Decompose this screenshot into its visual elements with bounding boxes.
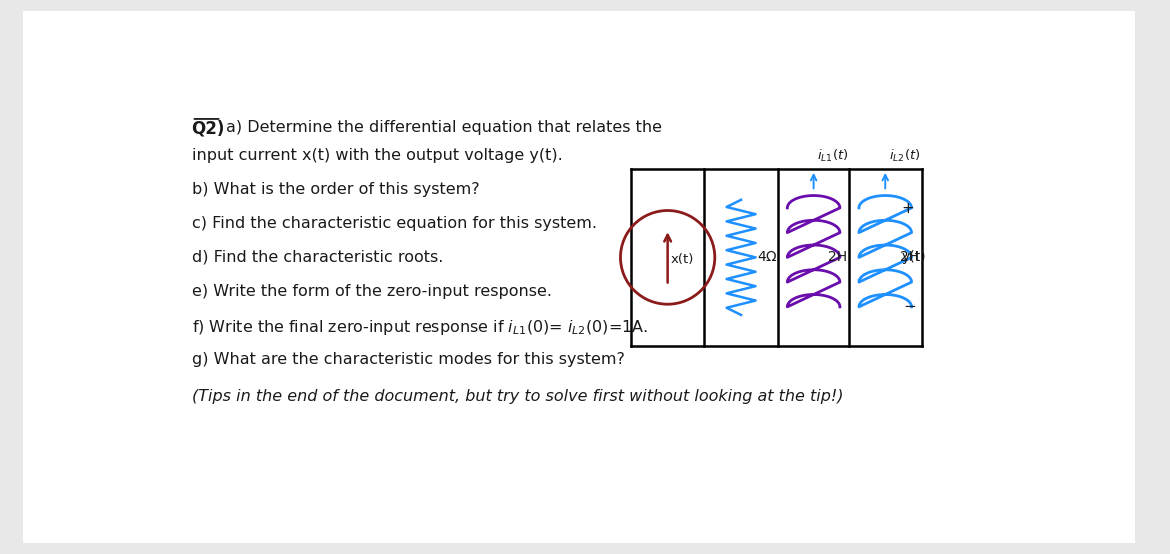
Text: $i_{L2}(t)$: $i_{L2}(t)$ [889, 147, 921, 163]
Text: f) Write the final zero-input response if $i_{L1}$(0)= $i_{L2}$(0)=1A.: f) Write the final zero-input response i… [192, 318, 648, 337]
Text: 4$\Omega$: 4$\Omega$ [757, 250, 778, 264]
Text: $i_{L1}(t)$: $i_{L1}(t)$ [817, 147, 848, 163]
Text: b) What is the order of this system?: b) What is the order of this system? [192, 182, 480, 197]
Text: Q2): Q2) [192, 120, 225, 138]
Text: (Tips in the end of the document, but try to solve first without looking at the : (Tips in the end of the document, but tr… [192, 388, 844, 403]
Text: 2H: 2H [900, 250, 918, 264]
Text: x(t): x(t) [670, 253, 694, 266]
Text: e) Write the form of the zero-input response.: e) Write the form of the zero-input resp… [192, 284, 551, 299]
Text: input current x(t) with the output voltage y(t).: input current x(t) with the output volta… [192, 147, 563, 162]
Text: 2H: 2H [828, 250, 847, 264]
Text: −: − [903, 299, 916, 314]
Text: y(t): y(t) [902, 250, 927, 264]
Text: +: + [902, 201, 914, 216]
Text: g) What are the characteristic modes for this system?: g) What are the characteristic modes for… [192, 352, 625, 367]
Text: a) Determine the differential equation that relates the: a) Determine the differential equation t… [226, 120, 662, 135]
Text: d) Find the characteristic roots.: d) Find the characteristic roots. [192, 250, 443, 265]
Text: c) Find the characteristic equation for this system.: c) Find the characteristic equation for … [192, 216, 597, 231]
